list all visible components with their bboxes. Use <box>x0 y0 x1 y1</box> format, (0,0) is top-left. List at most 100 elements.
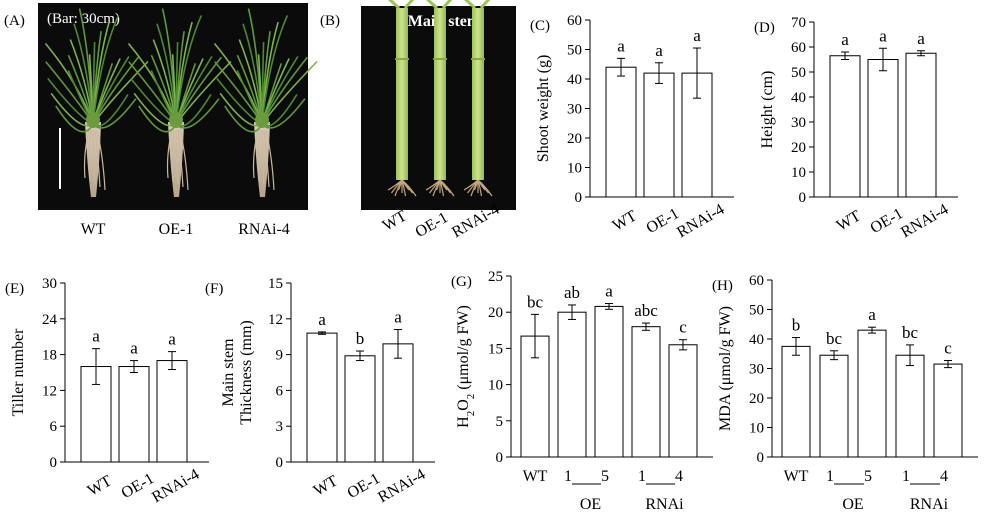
y-tick-label: 30 <box>749 362 764 378</box>
stem-illustration-0 <box>387 0 417 197</box>
plant-illustration-1 <box>127 8 232 197</box>
panel-b-label: (B) <box>320 13 340 29</box>
significance-label: ab <box>564 283 580 302</box>
significance-label: bc <box>826 329 843 348</box>
significance-label: a <box>605 282 613 301</box>
y-tick-label: 70 <box>791 15 806 31</box>
significance-label: a <box>655 41 663 60</box>
category-label: OE-1 <box>643 205 682 237</box>
stem-illustration-2 <box>463 0 493 197</box>
panel-c-chart: (C) 0 10 20 30 40 50 60 a WT a OE-1 a RNAi-4 Shoot wei… <box>530 13 734 241</box>
category-label: WT <box>610 207 640 234</box>
y-tick-label: 10 <box>488 378 503 394</box>
y-tick-label: 18 <box>42 348 57 364</box>
category-label: RNAi-4 <box>149 466 202 507</box>
significance-label: a <box>841 30 849 49</box>
y-tick-label: 9 <box>276 348 284 364</box>
y-tick-label: 3 <box>276 419 284 435</box>
category-label: OE-1 <box>867 205 906 237</box>
plant-illustration-0 <box>44 8 149 197</box>
significance-label: a <box>879 26 887 45</box>
category-label: 4 <box>940 468 948 485</box>
bar <box>933 363 963 458</box>
category-label: 1 <box>638 468 646 485</box>
group-label: OE <box>842 496 863 513</box>
y-tick-label: 40 <box>791 90 806 106</box>
y-tick-label: 12 <box>268 312 283 328</box>
panel-a-cat-oe1: OE-1 <box>159 221 194 238</box>
category-label: 4 <box>675 468 683 485</box>
category-label: WT <box>784 468 809 485</box>
bar <box>631 326 661 458</box>
significance-label: abc <box>634 301 658 320</box>
y-axis-title: Shoot weight (g) <box>535 55 552 163</box>
bar <box>557 311 587 458</box>
bar <box>668 344 698 458</box>
category-label: 5 <box>864 468 872 485</box>
plant-illustration-2 <box>213 8 318 197</box>
significance-label: c <box>679 318 687 337</box>
category-label: WT <box>85 472 115 499</box>
group-label: OE <box>580 496 601 513</box>
y-axis-title: H2O2 (μmol/g FW) <box>455 305 477 428</box>
significance-label: bc <box>902 323 919 342</box>
y-tick-label: 40 <box>567 72 582 88</box>
panel-f-label: (F) <box>205 281 223 297</box>
bar <box>781 345 811 458</box>
panel-e-label: (E) <box>5 281 24 297</box>
y-tick-label: 24 <box>42 312 58 328</box>
panel-a-label: (A) <box>4 13 25 29</box>
category-label: WT <box>523 468 548 485</box>
y-tick-label: 10 <box>567 161 582 177</box>
bar <box>643 72 675 198</box>
category-label: 1 <box>826 468 834 485</box>
panel-h-chart: (H) 0 10 20 30 40 50 60 b WT bc 1 a 5 bc 1 c 4 OE RNAi MDA (… <box>712 273 978 513</box>
y-tick-label: 0 <box>575 190 583 206</box>
y-tick-label: 10 <box>791 165 806 181</box>
significance-label: b <box>356 329 365 348</box>
y-tick-label: 0 <box>50 455 58 471</box>
significance-label: a <box>168 330 176 349</box>
panel-b: (B) Main stem WT OE-1 RNAi-4 <box>320 0 516 241</box>
y-tick-label: 6 <box>50 419 58 435</box>
bar <box>905 52 937 198</box>
y-axis-title: Height (cm) <box>759 71 776 149</box>
y-tick-label: 10 <box>749 421 764 437</box>
y-tick-label: 60 <box>567 13 582 29</box>
group-label: RNAi <box>910 496 949 513</box>
y-tick-label: 0 <box>496 450 504 466</box>
panel-b-stems <box>387 0 493 197</box>
significance-label: a <box>617 36 625 55</box>
panel-g-chart: (G) 0 5 10 15 20 25 bc WT ab 1 a 5 abc 1 c 4 OE RNAi H2O2 (… <box>451 269 713 513</box>
panel-b-cat-oe1: OE-1 <box>412 209 451 241</box>
significance-label: a <box>318 310 326 329</box>
category-label: RNAi-4 <box>898 201 951 242</box>
significance-label: b <box>792 316 801 335</box>
category-label: OE-1 <box>344 470 383 502</box>
bar <box>118 366 150 463</box>
y-tick-label: 40 <box>749 332 764 348</box>
category-label: WT <box>834 207 864 234</box>
panel-a-cat-wt: WT <box>81 221 106 238</box>
category-label: 1 <box>564 468 572 485</box>
panel-h-label: (H) <box>712 278 733 294</box>
bar <box>829 55 861 198</box>
y-tick-label: 0 <box>757 450 765 466</box>
y-tick-label: 20 <box>567 131 582 147</box>
significance-label: a <box>92 327 100 346</box>
y-tick-label: 20 <box>749 391 764 407</box>
y-axis-title: MDA (μmol/g FW) <box>717 306 734 431</box>
significance-label: a <box>917 29 925 48</box>
y-tick-label: 60 <box>791 40 806 56</box>
category-label: OE-1 <box>118 470 157 502</box>
group-label: RNAi <box>645 496 684 513</box>
bar <box>867 59 899 198</box>
y-tick-label: 15 <box>268 276 283 292</box>
bar <box>857 329 887 458</box>
y-tick-label: 12 <box>42 383 57 399</box>
y-axis-title-line2: Thickness (mm) <box>238 320 255 424</box>
y-tick-label: 50 <box>791 65 806 81</box>
bar <box>306 332 338 463</box>
panel-d-chart: (D) 0 10 20 30 40 50 60 70 a WT a OE-1 a RNAi-4 Height … <box>754 15 958 241</box>
